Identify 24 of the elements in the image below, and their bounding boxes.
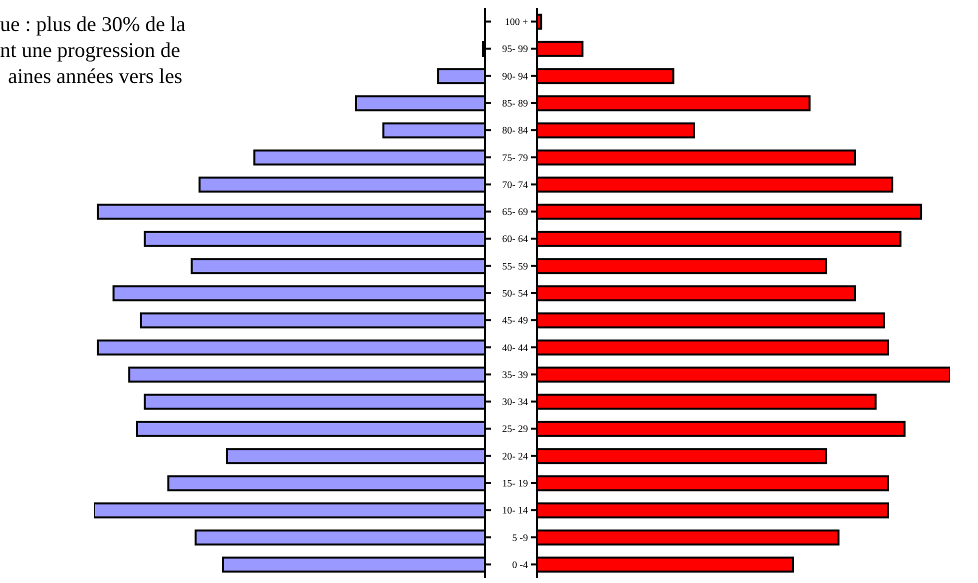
annotation: ue : plus de 30% de la: [0, 12, 186, 37]
annotation: nt une progression de: [0, 38, 180, 63]
y-tick-label: 0 -4: [512, 560, 528, 571]
y-tick-label: 60- 64: [502, 234, 528, 246]
y-tick-label: 80- 84: [502, 126, 528, 137]
y-tick-label: 45- 49: [502, 316, 528, 327]
y-tick-label: 25- 29: [502, 424, 528, 436]
y-tick-label: 35- 39: [502, 370, 528, 381]
y-tick-label: 70- 74: [502, 180, 528, 191]
y-tick-label: 55- 59: [502, 261, 528, 272]
y-tick-label: 40- 44: [502, 342, 528, 354]
y-tick-label: 50- 54: [502, 288, 528, 300]
y-tick-label: 5 -9: [512, 532, 528, 544]
y-tick-label: 65- 69: [502, 207, 528, 218]
y-tick-label: 85- 89: [502, 98, 528, 110]
y-tick-label: 95- 99: [502, 44, 528, 56]
y-tick-label: 75- 79: [502, 152, 528, 164]
y-tick-label: 10- 14: [502, 506, 528, 517]
y-tick-label: 30- 34: [502, 397, 528, 408]
y-tick-label: 20- 24: [502, 451, 528, 462]
annotation: aines années vers les: [8, 64, 182, 89]
y-tick-label: 100 +: [504, 17, 528, 28]
y-tick-label: 90- 94: [502, 71, 528, 82]
y-tick-label: 15- 19: [502, 478, 528, 490]
